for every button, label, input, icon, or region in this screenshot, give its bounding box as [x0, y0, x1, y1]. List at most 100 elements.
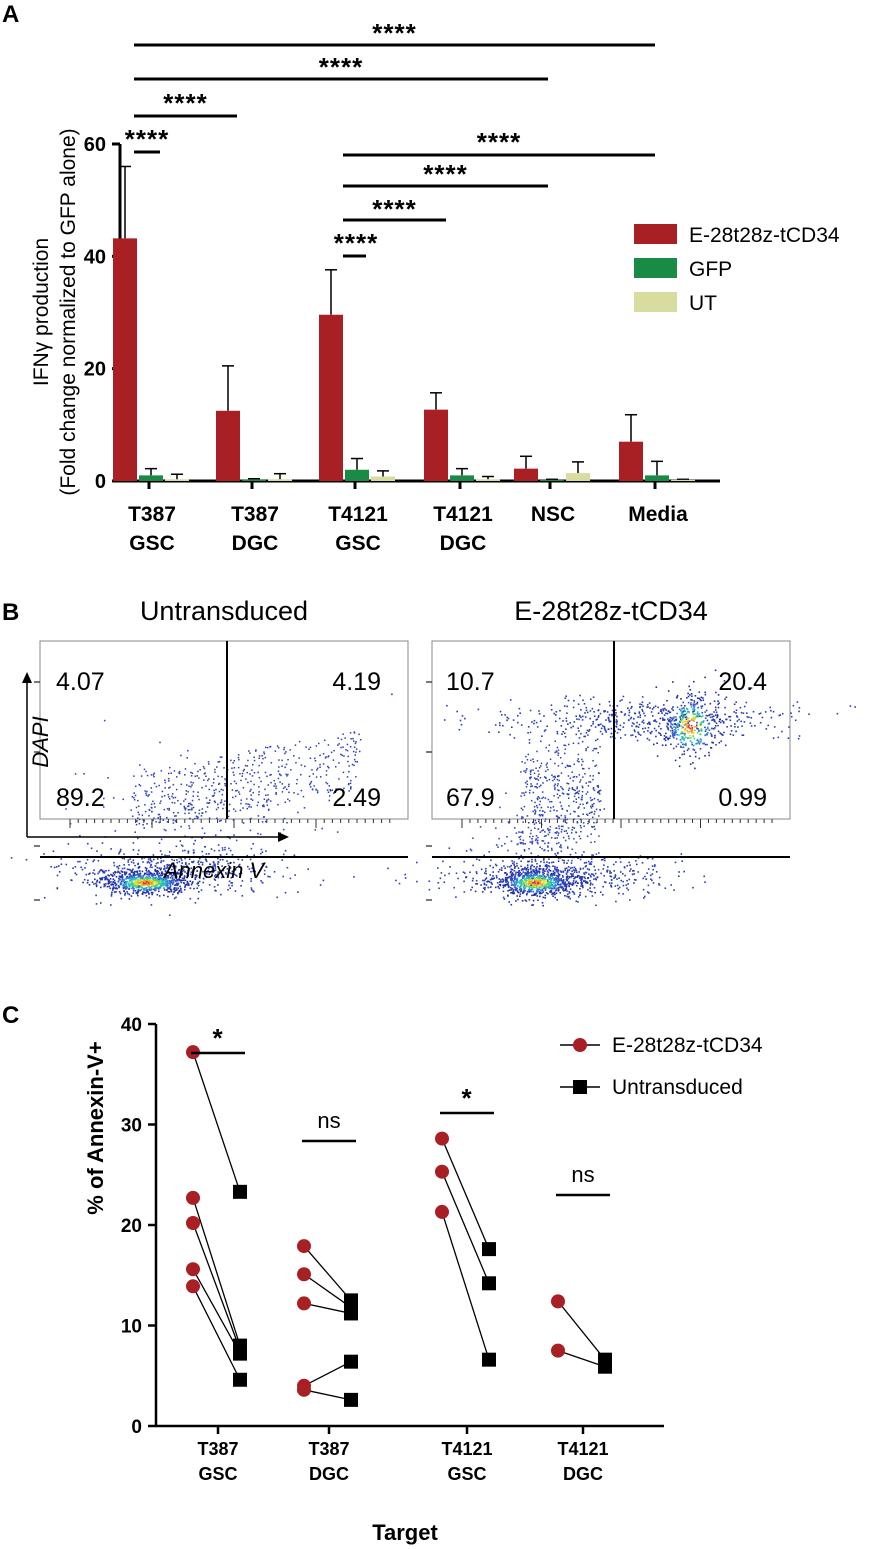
a-ylabel-line2: (Fold change normalized to GFP alone): [57, 128, 80, 495]
flow-dot: [569, 897, 571, 900]
flow-dot: [577, 874, 579, 877]
flow-dot: [151, 873, 154, 876]
flow-dot: [240, 885, 242, 887]
flow-dot: [116, 887, 118, 890]
flow-dot: [136, 880, 139, 883]
flow-dot: [583, 876, 586, 878]
flow-dot: [626, 887, 628, 889]
flow-dot: [208, 873, 211, 876]
flow-dot: [283, 746, 286, 749]
flow-dot: [628, 711, 631, 714]
flow-dots: [10, 669, 856, 916]
flow-dot: [359, 750, 361, 753]
flow-dot: [530, 884, 532, 887]
flow-dot: [665, 744, 667, 746]
flow-dot: [594, 841, 596, 843]
flow-dot: [568, 890, 570, 893]
flow-dot: [582, 813, 584, 815]
flow-dot: [219, 802, 222, 804]
flow-dot: [559, 709, 561, 712]
flow-dot: [173, 859, 175, 862]
flow-dot: [556, 899, 558, 901]
flow-dot: [605, 719, 607, 721]
flow-dot: [618, 892, 620, 895]
flow-dot: [250, 780, 252, 783]
flow-dot: [135, 883, 137, 885]
flow-dot: [154, 887, 156, 889]
flow-dot: [121, 876, 124, 879]
flow-dot: [353, 746, 356, 748]
flow-dot: [133, 876, 136, 878]
flow-dot: [444, 874, 446, 877]
flow-dot: [171, 795, 173, 798]
flow-dot: [598, 724, 600, 726]
a-ylabel-line1: IFNγ production: [30, 238, 53, 386]
flow-dot: [523, 881, 525, 884]
flow-dot: [233, 780, 236, 783]
flow-dot: [646, 737, 649, 740]
flow-dot: [504, 885, 506, 887]
flow-dot: [520, 883, 523, 885]
flow-dot: [138, 783, 140, 786]
flow-dot: [158, 867, 161, 869]
flow-dot: [796, 701, 799, 703]
a-category-label: T387: [231, 503, 279, 526]
flow-dot: [562, 825, 564, 828]
flow-dot: [544, 842, 546, 845]
flow-dot: [600, 859, 603, 861]
flow-dot: [161, 881, 163, 884]
flow-dot: [95, 884, 98, 886]
flow-dot: [536, 876, 539, 879]
flow-dot: [596, 718, 599, 721]
flow-dot: [561, 762, 563, 765]
flow-dot: [129, 869, 132, 871]
flow-dot: [743, 721, 746, 723]
flow-dot: [151, 811, 153, 813]
flow-dot: [163, 795, 166, 797]
flow-dot: [74, 872, 77, 874]
flow-dot: [277, 747, 280, 749]
flow-dot: [200, 815, 203, 817]
flow-dot: [145, 872, 147, 875]
flow-dot: [170, 881, 172, 884]
flow-dot: [464, 872, 466, 874]
flow-dot: [106, 885, 109, 888]
flow-dot: [153, 782, 156, 785]
flow-dot: [548, 883, 550, 885]
flow-dot: [620, 871, 622, 873]
flow-dot: [214, 863, 216, 866]
flow-dot: [566, 871, 569, 873]
flow-dot: [453, 886, 455, 889]
flow-dot: [274, 750, 277, 752]
flow-dot: [124, 872, 126, 875]
flow-dot: [556, 868, 558, 870]
c-point-untransduced: [344, 1354, 358, 1369]
flow-dot: [170, 873, 172, 875]
flow-dot: [696, 731, 699, 734]
flow-dot: [622, 893, 624, 895]
flow-dot: [192, 806, 195, 809]
flow-dot: [137, 876, 139, 879]
flow-dot: [218, 761, 221, 763]
flow-dot: [158, 888, 160, 890]
flow-dot: [300, 764, 303, 766]
flow-dot: [352, 750, 355, 753]
flow-dot: [539, 892, 542, 895]
flow-dot: [147, 876, 149, 879]
flow-dot: [558, 878, 561, 881]
flow-dot: [537, 828, 540, 830]
flow-dot: [156, 870, 159, 873]
flow-dot: [598, 852, 600, 854]
flow-dot: [137, 799, 139, 802]
flow-dot: [713, 720, 715, 722]
flow-dot: [564, 894, 566, 897]
flow-dot: [586, 868, 589, 870]
flow-dot: [246, 765, 249, 767]
flow-dot: [661, 744, 664, 746]
flow-dot: [222, 868, 225, 871]
flow-dot: [101, 878, 103, 881]
flow-dot: [56, 874, 59, 877]
flow-dot: [437, 867, 439, 869]
flow-dot: [151, 891, 154, 894]
flow-dot: [214, 889, 216, 892]
